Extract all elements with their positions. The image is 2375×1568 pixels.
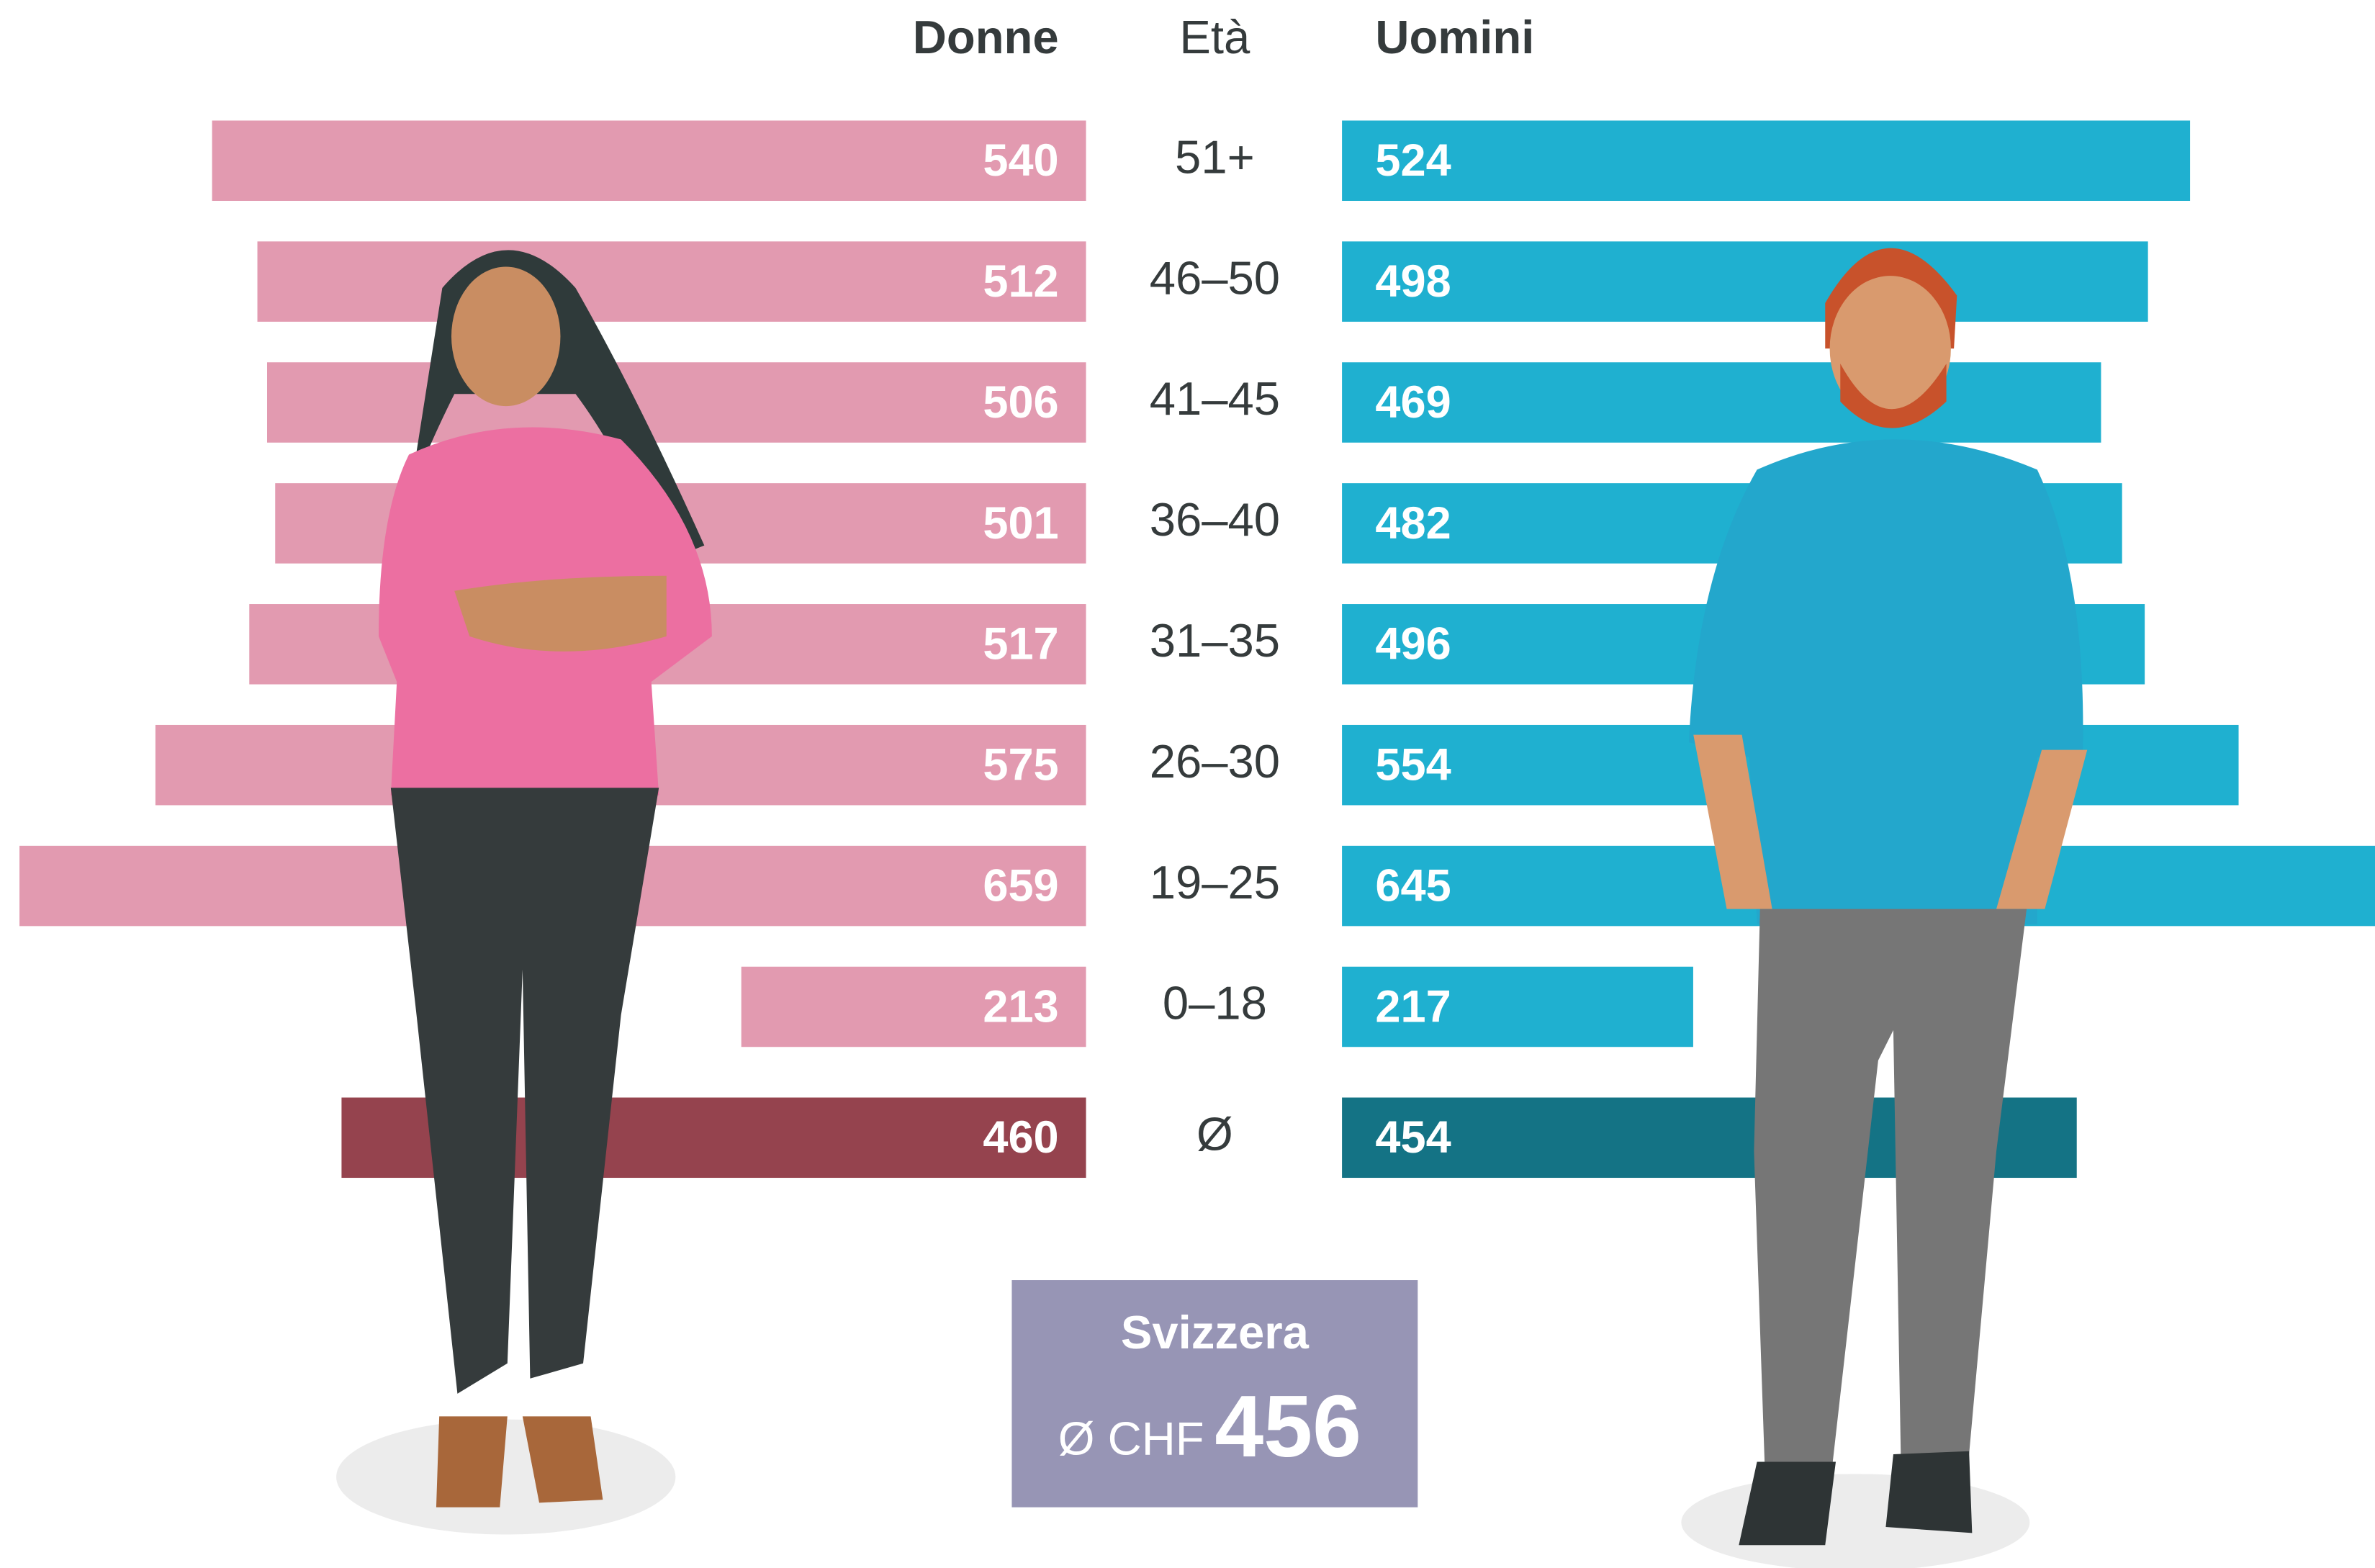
arms bbox=[454, 575, 667, 652]
illustrations bbox=[336, 248, 2088, 1568]
bar bbox=[1342, 966, 1693, 1047]
shoes bbox=[1739, 1451, 1973, 1546]
bar bbox=[741, 966, 1086, 1047]
value-label: 659 bbox=[983, 860, 1058, 911]
summary-background bbox=[1011, 1280, 1418, 1508]
arms bbox=[1693, 734, 2088, 909]
category-label: 26–30 bbox=[1150, 735, 1280, 788]
value-label: 454 bbox=[1375, 1112, 1451, 1163]
category-label: 51+ bbox=[1175, 130, 1255, 183]
face bbox=[1829, 276, 1951, 422]
shirt bbox=[1688, 439, 2083, 924]
value-label: 213 bbox=[983, 981, 1058, 1032]
value-label: 554 bbox=[1375, 740, 1451, 790]
value-label: 501 bbox=[983, 498, 1058, 549]
summary-title: Svizzera bbox=[1121, 1306, 1310, 1359]
value-label: 498 bbox=[1375, 256, 1451, 307]
labels: Donne Età Uomini 51+ 540 524 46–50 512 498 41–… bbox=[913, 11, 1535, 1163]
series-header: Uomini bbox=[1375, 11, 1534, 63]
series-header: Donne bbox=[913, 11, 1059, 63]
value-label: 469 bbox=[1375, 377, 1451, 428]
value-label: 506 bbox=[983, 377, 1058, 428]
category-label: 46–50 bbox=[1150, 251, 1280, 304]
category-label: 41–45 bbox=[1150, 372, 1280, 425]
value-label: 496 bbox=[1375, 619, 1451, 670]
sandals bbox=[436, 1416, 603, 1508]
value-label: 540 bbox=[983, 135, 1058, 186]
summary-prefix: Ø CHF bbox=[1058, 1412, 1204, 1464]
value-label: 482 bbox=[1375, 498, 1451, 549]
value-label: 460 bbox=[983, 1112, 1058, 1163]
bar bbox=[257, 241, 1086, 322]
category-header: Età bbox=[1179, 11, 1250, 63]
summary-value: 456 bbox=[1214, 1377, 1361, 1475]
shadow bbox=[1681, 1474, 2030, 1568]
value-label: 645 bbox=[1375, 860, 1451, 911]
value-label: 512 bbox=[983, 256, 1058, 307]
trousers bbox=[390, 788, 659, 1394]
value-label: 517 bbox=[983, 619, 1058, 670]
value-label: 524 bbox=[1375, 135, 1451, 186]
category-label: 36–40 bbox=[1150, 493, 1280, 546]
trousers bbox=[1754, 909, 2027, 1462]
category-label: 31–35 bbox=[1150, 614, 1280, 667]
value-label: 575 bbox=[983, 740, 1058, 790]
category-label: 0–18 bbox=[1163, 977, 1267, 1029]
bar bbox=[1342, 241, 2148, 322]
bar bbox=[1342, 362, 2101, 443]
value-label: 217 bbox=[1375, 981, 1451, 1032]
bar bbox=[1342, 120, 2191, 201]
shadow bbox=[336, 1419, 676, 1535]
summary-box: Svizzera Ø CHF 456 bbox=[1011, 1280, 1418, 1508]
category-label: 19–25 bbox=[1150, 856, 1280, 909]
face bbox=[451, 266, 561, 407]
category-label: Ø bbox=[1196, 1108, 1233, 1161]
beard bbox=[1840, 364, 1947, 428]
bar bbox=[267, 362, 1086, 443]
bar bbox=[212, 120, 1086, 201]
